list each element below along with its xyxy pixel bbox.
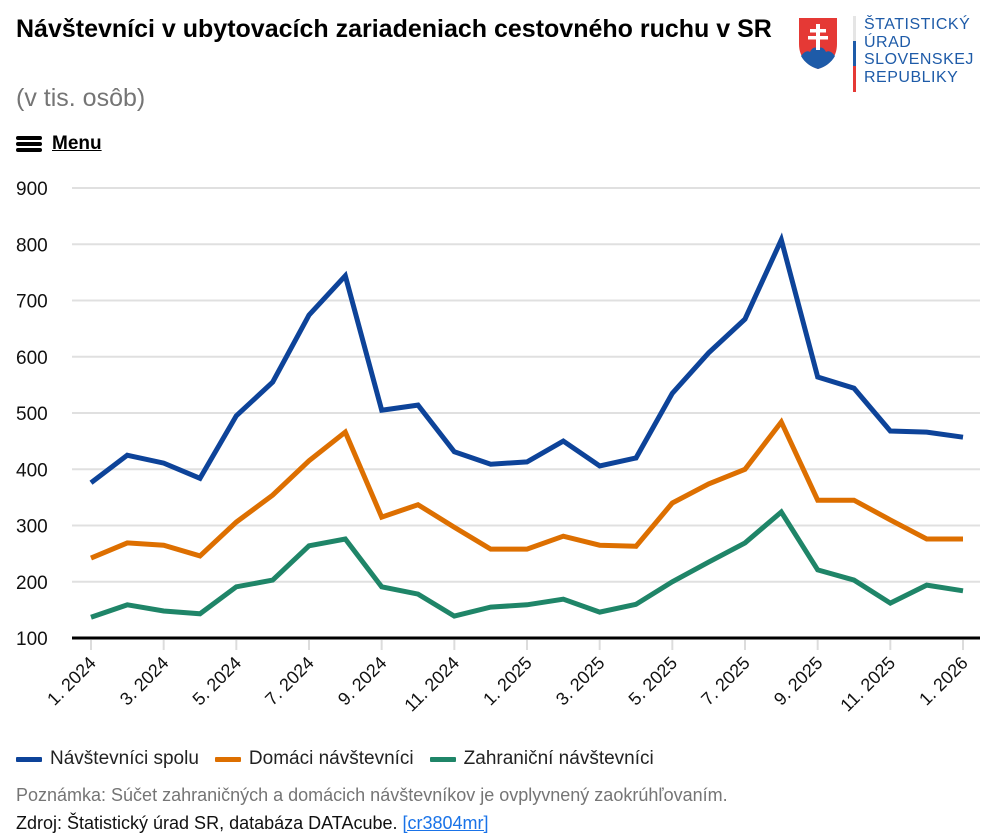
source-text: Zdroj: Štatistický úrad SR, databáza DAT…	[16, 813, 403, 833]
series-lines	[89, 232, 964, 620]
menu-button[interactable]: Menu	[16, 133, 102, 155]
y-axis-ticks: 100 200 300 400 500 600 700 800 900	[16, 179, 48, 650]
x-tick-label: 1. 2025	[479, 653, 536, 710]
x-tick-label: 3. 2024	[116, 653, 173, 710]
slovak-coat-of-arms-icon	[799, 18, 837, 69]
legend-label: Zahraniční návštevníci	[463, 748, 654, 769]
legend-item-total[interactable]: Návštevníci spolu	[16, 748, 199, 770]
legend-swatch-icon	[16, 756, 42, 762]
x-tick-label: 1. 2026	[915, 653, 972, 710]
y-tick-label: 600	[16, 348, 48, 369]
x-axis-ticks: 1. 2024 3. 2024 5. 2024 7. 2024 9. 2024 11. 2…	[43, 640, 972, 715]
legend-item-foreign[interactable]: Zahraniční návštevníci	[429, 748, 654, 770]
logo-line: SLOVENSKEJ	[864, 51, 974, 68]
x-tick-label: 5. 2024	[189, 653, 246, 710]
y-tick-label: 200	[16, 573, 48, 594]
y-tick-label: 500	[16, 404, 48, 425]
chart-subtitle: (v tis. osôb)	[16, 84, 146, 112]
y-tick-label: 100	[16, 629, 48, 650]
source-table-link[interactable]: [cr3804mr]	[402, 813, 489, 833]
y-tick-label: 400	[16, 460, 48, 481]
gridlines	[72, 187, 980, 583]
legend-swatch-icon	[214, 756, 241, 762]
logo-tricolor-divider	[853, 16, 856, 92]
x-tick-label: 9. 2025	[770, 653, 827, 710]
logo-text: ŠTATISTICKÝ ÚRAD SLOVENSKEJ REPUBLIKY	[864, 16, 974, 86]
legend-swatch-icon	[429, 756, 456, 762]
x-tick-label: 11. 2024	[400, 653, 463, 716]
source-line: Zdroj: Štatistický úrad SR, databáza DAT…	[16, 813, 489, 834]
x-tick-label: 7. 2025	[697, 653, 754, 710]
y-tick-label: 700	[16, 292, 48, 313]
x-tick-label: 3. 2025	[552, 653, 609, 710]
legend-item-domestic[interactable]: Domáci návštevníci	[214, 748, 414, 770]
series-line-foreign[interactable]	[90, 508, 964, 620]
logo-line: ÚRAD	[864, 33, 912, 51]
series-line-total[interactable]	[89, 232, 964, 485]
legend-label: Návštevníci spolu	[50, 748, 199, 769]
hamburger-menu-icon	[16, 134, 42, 154]
x-tick-label: 11. 2025	[836, 653, 899, 716]
logo-line: ŠTATISTICKÝ	[864, 16, 971, 33]
legend-label: Domáci návštevníci	[248, 748, 414, 769]
menu-label: Menu	[52, 133, 102, 154]
x-tick-label: 5. 2025	[625, 653, 682, 710]
statistical-office-logo: ŠTATISTICKÝ ÚRAD SLOVENSKEJ REPUBLIKY	[798, 16, 974, 92]
chart-title: Návštevníci v ubytovacích zariadeniach c…	[16, 15, 772, 43]
y-tick-label: 300	[16, 517, 48, 538]
x-tick-label: 1. 2024	[43, 653, 100, 710]
footnote: Poznámka: Súčet zahraničných a domácich …	[16, 785, 728, 805]
series-line-domestic[interactable]	[90, 417, 963, 561]
y-tick-label: 800	[16, 235, 48, 256]
y-tick-label: 900	[16, 179, 48, 200]
logo-line: REPUBLIKY	[864, 68, 959, 86]
x-tick-label: 9. 2024	[334, 653, 391, 710]
legend: Návštevníci spolu Domáci návštevníci Zah…	[16, 748, 670, 770]
line-chart: 100 200 300 400 500 600 700 800 900 1. 2024 3. 20…	[16, 179, 980, 715]
x-tick-label: 7. 2024	[261, 653, 318, 710]
